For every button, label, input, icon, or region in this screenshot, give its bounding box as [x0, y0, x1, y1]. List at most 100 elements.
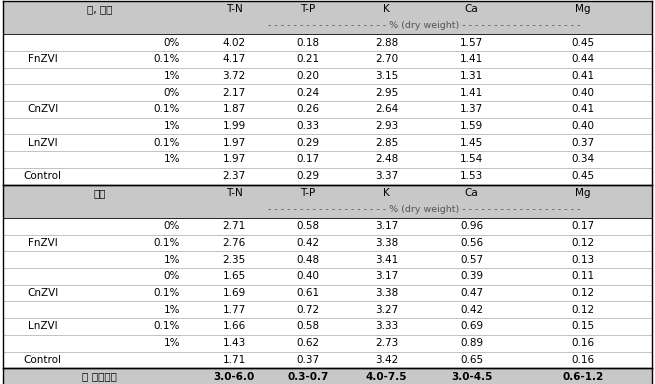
Text: 0.47: 0.47: [460, 288, 483, 298]
Text: 0.33: 0.33: [296, 121, 320, 131]
Text: 0.1%: 0.1%: [154, 288, 180, 298]
Text: 0.13: 0.13: [571, 255, 595, 265]
Text: 3.17: 3.17: [375, 221, 398, 231]
Text: 0.6-1.2: 0.6-1.2: [563, 372, 603, 382]
Text: CnZVI: CnZVI: [27, 104, 58, 114]
Text: 0.45: 0.45: [571, 38, 595, 48]
Text: 0.44: 0.44: [571, 54, 595, 64]
Text: 0.1%: 0.1%: [154, 54, 180, 64]
Text: 0.1%: 0.1%: [154, 138, 180, 148]
Bar: [3, 1, 652, 34]
Text: FnZVI: FnZVI: [28, 54, 58, 64]
Text: 0.37: 0.37: [296, 355, 320, 365]
Text: 1.99: 1.99: [223, 121, 246, 131]
Text: 2.93: 2.93: [375, 121, 398, 131]
Text: 1.37: 1.37: [460, 104, 483, 114]
Text: 2.37: 2.37: [223, 171, 246, 181]
Text: 4.02: 4.02: [223, 38, 246, 48]
Text: 1%: 1%: [164, 338, 180, 348]
Text: 0.69: 0.69: [460, 321, 483, 331]
Text: 2.95: 2.95: [375, 88, 398, 98]
Text: 1%: 1%: [164, 255, 180, 265]
Text: 0.18: 0.18: [296, 38, 320, 48]
Text: T-N: T-N: [226, 4, 242, 14]
Text: 1.45: 1.45: [460, 138, 483, 148]
Text: 0.65: 0.65: [460, 355, 483, 365]
Text: 3.38: 3.38: [375, 288, 398, 298]
Text: Ca: Ca: [465, 4, 478, 14]
Text: 1.97: 1.97: [223, 154, 246, 164]
Text: 0.72: 0.72: [296, 305, 320, 315]
Text: 1.87: 1.87: [223, 104, 246, 114]
Text: LnZVI: LnZVI: [28, 321, 58, 331]
Text: T-P: T-P: [300, 4, 316, 14]
Text: T-P: T-P: [300, 188, 316, 198]
Text: 1.57: 1.57: [460, 38, 483, 48]
Text: 0.62: 0.62: [296, 338, 320, 348]
Text: 0.3-0.7: 0.3-0.7: [287, 372, 329, 382]
Text: 0.58: 0.58: [296, 321, 320, 331]
Text: 1.31: 1.31: [460, 71, 483, 81]
Text: 2.64: 2.64: [375, 104, 398, 114]
Text: 2.70: 2.70: [375, 54, 398, 64]
Text: 3.41: 3.41: [375, 255, 398, 265]
Text: K: K: [383, 188, 390, 198]
Text: 1.77: 1.77: [223, 305, 246, 315]
Text: 1.41: 1.41: [460, 88, 483, 98]
Text: 0.12: 0.12: [571, 238, 595, 248]
Text: 0.11: 0.11: [571, 271, 595, 281]
Text: 0.56: 0.56: [460, 238, 483, 248]
Text: 0.15: 0.15: [571, 321, 595, 331]
Text: 0.1%: 0.1%: [154, 238, 180, 248]
Text: LnZVI: LnZVI: [28, 138, 58, 148]
Text: 무 적정함량: 무 적정함량: [83, 372, 117, 382]
Text: 0.26: 0.26: [296, 104, 320, 114]
Text: 0.16: 0.16: [571, 355, 595, 365]
Text: 0.29: 0.29: [296, 138, 320, 148]
Text: 0.37: 0.37: [571, 138, 595, 148]
Text: 1.54: 1.54: [460, 154, 483, 164]
Text: 0.1%: 0.1%: [154, 321, 180, 331]
Text: 0.40: 0.40: [571, 121, 595, 131]
Bar: [3, 368, 652, 384]
Text: 0%: 0%: [164, 88, 180, 98]
Text: 0.17: 0.17: [571, 221, 595, 231]
Text: 0.42: 0.42: [296, 238, 320, 248]
Text: 0.40: 0.40: [571, 88, 595, 98]
Text: FnZVI: FnZVI: [28, 238, 58, 248]
Text: 1.53: 1.53: [460, 171, 483, 181]
Text: 3.0-6.0: 3.0-6.0: [214, 372, 255, 382]
Text: K: K: [383, 4, 390, 14]
Text: 3.27: 3.27: [375, 305, 398, 315]
Text: 3.42: 3.42: [375, 355, 398, 365]
Text: 0.89: 0.89: [460, 338, 483, 348]
Text: 2.73: 2.73: [375, 338, 398, 348]
Text: 0.39: 0.39: [460, 271, 483, 281]
Text: 0.61: 0.61: [296, 288, 320, 298]
Text: 1.69: 1.69: [223, 288, 246, 298]
Text: 0.57: 0.57: [460, 255, 483, 265]
Text: 1%: 1%: [164, 154, 180, 164]
Text: 3.17: 3.17: [375, 271, 398, 281]
Text: 0%: 0%: [164, 221, 180, 231]
Text: Mg: Mg: [575, 188, 591, 198]
Text: 3.38: 3.38: [375, 238, 398, 248]
Text: 0.12: 0.12: [571, 305, 595, 315]
Text: T-N: T-N: [226, 188, 242, 198]
Text: 0%: 0%: [164, 271, 180, 281]
Text: 1.71: 1.71: [223, 355, 246, 365]
Text: 2.71: 2.71: [223, 221, 246, 231]
Text: 발리: 발리: [94, 188, 106, 198]
Text: 1.41: 1.41: [460, 54, 483, 64]
Text: 1.43: 1.43: [223, 338, 246, 348]
Text: 0.12: 0.12: [571, 288, 595, 298]
Text: 4.0-7.5: 4.0-7.5: [365, 372, 407, 382]
Bar: [3, 185, 652, 218]
Text: 3.0-4.5: 3.0-4.5: [451, 372, 493, 382]
Text: 1%: 1%: [164, 121, 180, 131]
Text: 0.24: 0.24: [296, 88, 320, 98]
Text: 2.17: 2.17: [223, 88, 246, 98]
Text: - - - - - - - - - - - - - - - - - - - % (dry weight) - - - - - - - - - - - - - -: - - - - - - - - - - - - - - - - - - - % …: [268, 22, 580, 30]
Text: 2.88: 2.88: [375, 38, 398, 48]
Text: - - - - - - - - - - - - - - - - - - - % (dry weight) - - - - - - - - - - - - - -: - - - - - - - - - - - - - - - - - - - % …: [268, 205, 580, 214]
